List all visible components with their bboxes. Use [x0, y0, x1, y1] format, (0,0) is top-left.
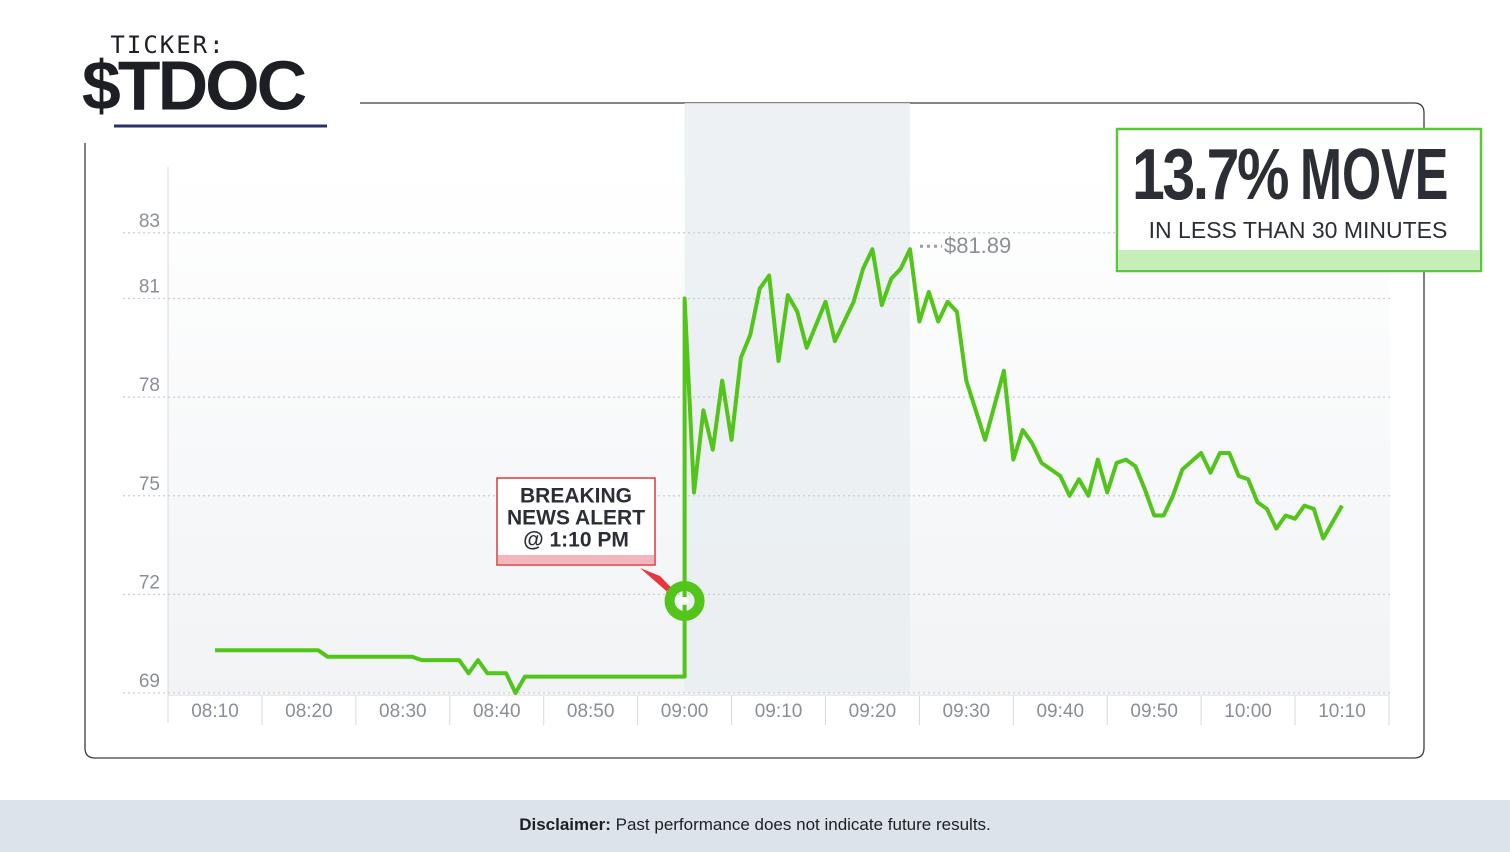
x-tick-label: 09:50	[1130, 701, 1178, 722]
x-tick-label: 10:10	[1318, 701, 1366, 722]
ticker: $TDOC	[82, 46, 306, 124]
alert-text: BREAKING	[520, 485, 632, 508]
alert-text: NEWS ALERT	[507, 507, 645, 530]
callout-word: MOVE	[1300, 135, 1448, 215]
x-tick-label: 08:40	[473, 701, 521, 722]
y-tick-label: 69	[139, 671, 160, 692]
y-tick-label: 72	[139, 572, 160, 593]
peak-label: $81.89	[944, 233, 1011, 258]
x-tick-label: 08:20	[285, 701, 333, 722]
price-line	[215, 247, 1344, 695]
disclaimer-label: Disclaimer:	[519, 815, 611, 834]
card-frame	[84, 102, 1425, 759]
alert-box	[496, 477, 656, 566]
callout-subline: IN LESS THAN 30 MINUTES	[1149, 217, 1448, 243]
footer-band	[0, 800, 1510, 852]
alert-arrow	[640, 568, 671, 593]
ticker-label: TICKER:	[110, 31, 225, 59]
x-tick-label: 08:10	[191, 701, 239, 722]
y-tick-label: 78	[139, 375, 160, 396]
disclaimer-text: Past performance does not indicate futur…	[616, 815, 991, 834]
y-tick-label: 81	[139, 277, 160, 298]
y-tick-label: 75	[139, 474, 160, 495]
x-tick-label: 09:40	[1036, 701, 1084, 722]
event-marker-dot	[680, 596, 689, 605]
x-tick-label: 09:00	[661, 701, 709, 722]
x-tick-label: 09:30	[943, 701, 991, 722]
alert-band	[498, 555, 654, 564]
callout-box	[1115, 127, 1483, 273]
highlight-band	[684, 103, 910, 693]
y-tick-label: 83	[139, 211, 160, 232]
event-marker	[664, 580, 705, 621]
alert-text: @ 1:10 PM	[523, 529, 629, 552]
x-tick-label: 09:20	[849, 701, 897, 722]
x-tick-label: 09:10	[755, 701, 803, 722]
callout-number: 13.7%	[1132, 133, 1288, 214]
callout-band	[1118, 250, 1480, 270]
disclaimer: Disclaimer: Past performance does not in…	[519, 815, 991, 834]
x-tick-label: 08:50	[567, 701, 615, 722]
x-tick-label: 10:00	[1224, 701, 1272, 722]
x-tick-label: 08:30	[379, 701, 427, 722]
